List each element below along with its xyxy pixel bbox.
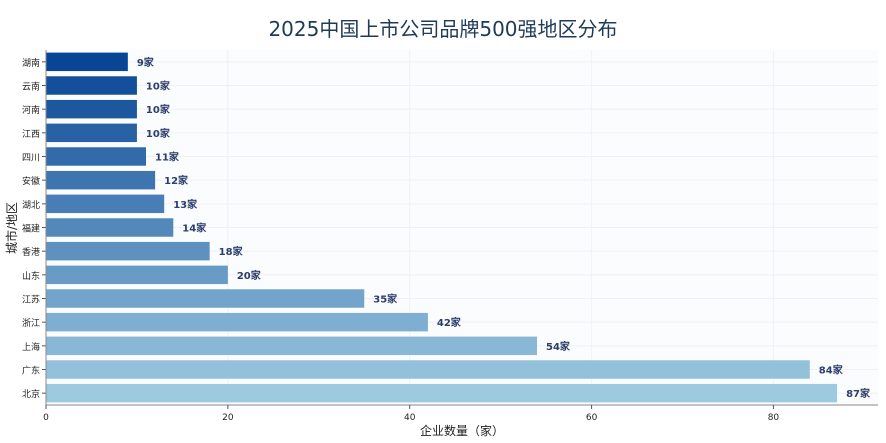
y-tick-label: 江西 [22,129,40,140]
chart-title: 2025中国上市公司品牌500强地区分布 [268,17,617,41]
data-label: 18家 [219,245,244,258]
y-tick-label: 福建 [22,223,40,235]
y-tick-label: 云南 [22,81,40,93]
bar [46,360,810,379]
x-tick-label: 20 [222,413,234,423]
x-tick-label: 0 [43,413,49,423]
y-tick-label: 江苏 [22,294,40,306]
y-axis-label: 城市/地区 [4,202,19,254]
data-label: 20家 [237,269,262,282]
y-tick-label: 湖北 [22,200,40,211]
data-label: 87家 [846,387,871,400]
data-label: 12家 [164,174,189,187]
y-tick-label: 浙江 [22,317,40,329]
data-label: 11家 [155,151,180,164]
bar [46,218,174,237]
y-tick-label: 上海 [22,341,40,353]
data-label: 84家 [819,364,844,377]
x-tick-label: 60 [586,413,598,423]
y-tick-label: 北京 [22,388,40,400]
y-tick-label: 四川 [22,154,40,164]
data-label: 10家 [146,127,171,140]
bar [46,170,156,190]
y-tick-label: 香港 [22,246,40,258]
bar [46,52,128,72]
bar [46,99,137,119]
data-label: 35家 [373,293,398,306]
x-axis-label: 企业数量（家） [420,423,504,438]
x-tick-label: 80 [768,413,780,423]
x-tick-label: 40 [404,413,416,423]
bar [46,147,147,166]
data-label: 42家 [437,316,462,329]
y-tick-label: 山东 [22,270,40,282]
plot-area: 9家湖南10家云南10家河南10家江西11家四川12家安徽13家湖北14家福建1… [22,50,878,423]
bar [46,123,137,143]
bar [46,383,838,403]
data-label: 14家 [182,222,207,235]
y-tick-label: 安徽 [22,175,40,187]
y-tick-label: 河南 [22,104,40,116]
bar [46,312,428,332]
data-label: 10家 [146,80,171,93]
y-tick-label: 湖南 [22,57,40,69]
bar [46,265,228,285]
bar [46,289,365,308]
bar [46,76,137,95]
bar [46,241,210,261]
data-label: 10家 [146,103,171,116]
data-label: 9家 [137,56,155,69]
data-label: 54家 [546,340,571,353]
y-tick-label: 广东 [22,365,40,377]
bar [46,194,165,214]
bar [46,336,538,356]
data-label: 13家 [173,198,198,211]
